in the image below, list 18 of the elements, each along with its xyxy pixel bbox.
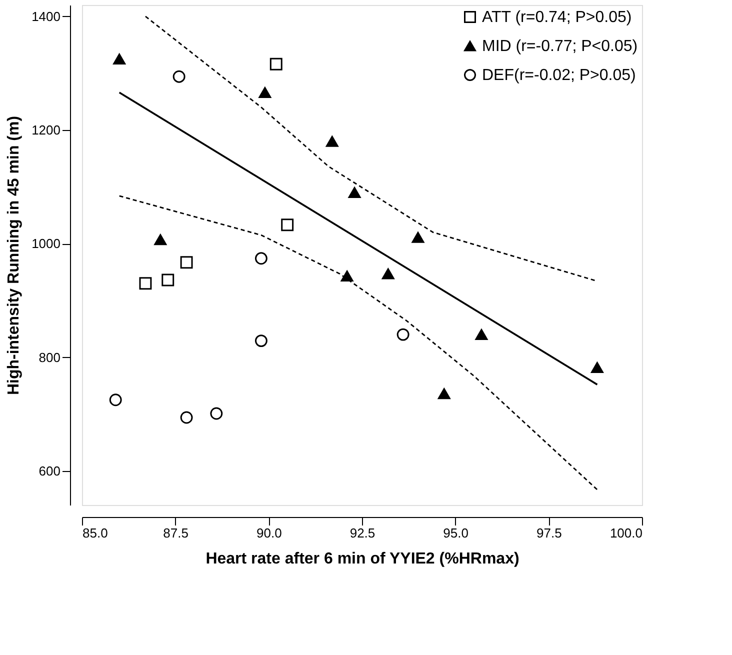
y-tick-label: 600 [38,463,60,478]
x-tick-label: 92.5 [350,526,376,540]
y-tick-label: 1400 [32,8,60,24]
y-tick-label: 1000 [32,236,60,252]
line-series [118,195,598,490]
x-tick-label: 85.0 [82,526,108,540]
y-tick-label: 800 [38,350,60,365]
x-tick-label: 100.0 [610,526,642,540]
legend-label: DEF(r=-0.02; P>0.05) [482,67,636,84]
legend-label: MID (r=-0.77; P<0.05) [482,38,638,55]
legend-label: ATT (r=0.74; P>0.05) [482,9,632,26]
x-axis-title: Heart rate after 6 min of YYIE2 (%HRmax) [206,550,520,568]
y-axis-title: High-intensity Running in 45 min (m) [6,116,23,396]
y-tick-label: 1200 [32,122,60,138]
x-tick-label: 95.0 [443,526,468,540]
x-tick-label: 87.5 [163,526,188,540]
x-tick-label: 97.5 [536,526,562,540]
x-tick-label: 90.0 [256,526,282,540]
